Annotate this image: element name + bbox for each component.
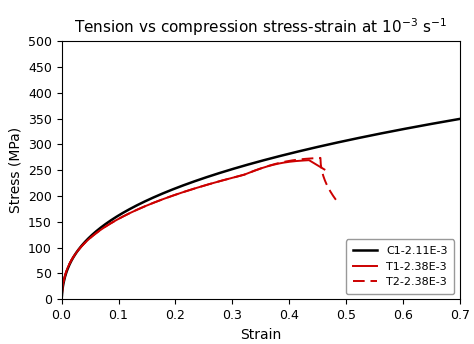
C1-2.11E-3 <box>293 150 299 154</box>
T2-2.38E-3 <box>174 192 180 196</box>
C1-2.11E-3 <box>358 135 364 139</box>
T1-2.38E-3 <box>306 158 312 162</box>
Legend: C1-2.11E-3, T1-2.38E-3, T2-2.38E-3: C1-2.11E-3, T1-2.38E-3, T2-2.38E-3 <box>346 239 454 294</box>
T2-2.38E-3 <box>59 297 64 301</box>
T1-2.38E-3 <box>144 204 149 208</box>
T1-2.38E-3 <box>149 201 155 205</box>
C1-2.11E-3 <box>161 191 167 195</box>
Title: Tension vs compression stress-strain at $10^{-3}$ s$^{-1}$: Tension vs compression stress-strain at … <box>74 16 447 38</box>
T2-2.38E-3 <box>312 156 318 160</box>
C1-2.11E-3 <box>59 297 64 301</box>
C1-2.11E-3 <box>239 164 245 169</box>
T2-2.38E-3 <box>312 156 318 160</box>
T2-2.38E-3 <box>318 156 323 160</box>
Line: T1-2.38E-3: T1-2.38E-3 <box>62 160 324 299</box>
T1-2.38E-3 <box>191 186 197 191</box>
T1-2.38E-3 <box>124 213 130 217</box>
T2-2.38E-3 <box>114 218 119 222</box>
T2-2.38E-3 <box>336 201 341 205</box>
C1-2.11E-3 <box>325 143 330 147</box>
Y-axis label: Stress (MPa): Stress (MPa) <box>9 127 22 213</box>
C1-2.11E-3 <box>457 117 463 121</box>
T1-2.38E-3 <box>313 162 319 166</box>
T2-2.38E-3 <box>181 190 186 194</box>
Line: T2-2.38E-3: T2-2.38E-3 <box>62 158 338 299</box>
T1-2.38E-3 <box>218 179 223 183</box>
T1-2.38E-3 <box>59 297 64 301</box>
T1-2.38E-3 <box>321 168 327 172</box>
T2-2.38E-3 <box>66 263 72 267</box>
X-axis label: Strain: Strain <box>240 327 282 342</box>
Line: C1-2.11E-3: C1-2.11E-3 <box>62 119 460 299</box>
C1-2.11E-3 <box>129 206 135 210</box>
